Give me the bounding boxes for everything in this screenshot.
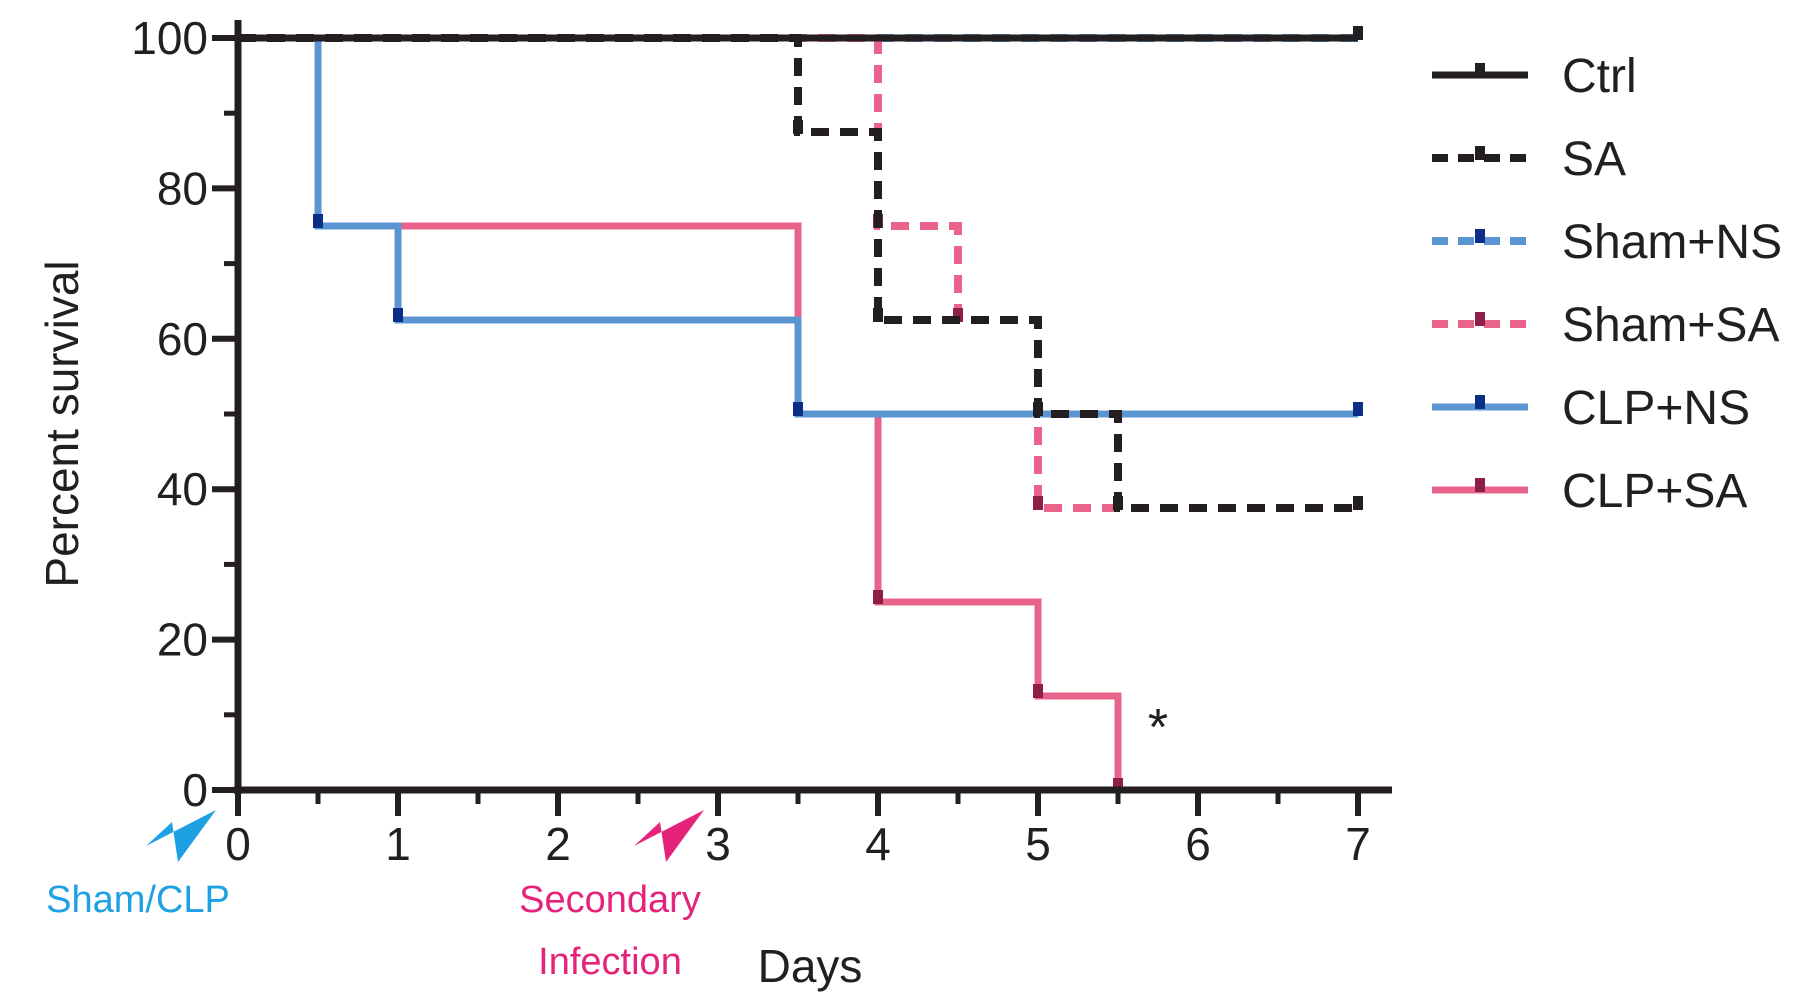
y-tick-label: 100	[131, 12, 208, 64]
series-tick-clp-plus-ns	[1353, 402, 1363, 416]
secondary-infection-label: Secondary Infection	[519, 879, 701, 983]
legend-tick-clp-plus-sa	[1475, 478, 1485, 492]
y-tick-label: 80	[157, 162, 208, 214]
series-tick-sa	[1113, 496, 1123, 510]
x-tick-label: 3	[705, 818, 731, 870]
series-tick-sa	[793, 120, 803, 134]
sham-clp-label: Sham/CLP	[46, 879, 230, 921]
series-line-sham-plus-sa	[238, 34, 1118, 512]
series-tick-clp-plus-ns	[313, 214, 323, 228]
annotations-layer: * Sham/CLP Secondary Infection	[46, 699, 1168, 983]
x-tick-label: 0	[225, 818, 251, 870]
legend-label-sa: SA	[1562, 133, 1626, 186]
y-tick-label: 60	[157, 313, 208, 365]
y-axis-title: Percent survival	[36, 260, 88, 587]
series-line-clp-plus-ns	[238, 34, 1358, 418]
legend-label-ctrl: Ctrl	[1562, 50, 1637, 103]
series-layer	[238, 26, 1363, 792]
series-tick-sham-plus-sa	[1033, 496, 1043, 510]
legend-label-sham-plus-ns: Sham+NS	[1562, 216, 1782, 269]
x-tick-label: 5	[1025, 818, 1051, 870]
legend-label-clp-plus-ns: CLP+NS	[1562, 382, 1750, 435]
y-tick-label: 20	[157, 614, 208, 666]
legend-label-clp-plus-sa: CLP+SA	[1562, 465, 1747, 518]
x-tick-label: 1	[385, 818, 411, 870]
legend-tick-ctrl	[1475, 63, 1485, 77]
legend-tick-sham-plus-ns	[1475, 229, 1485, 243]
series-tick-clp-plus-sa	[1113, 778, 1123, 792]
x-tick-label: 4	[865, 818, 891, 870]
series-tick-ctrl	[1353, 26, 1363, 40]
x-tick-label: 2	[545, 818, 571, 870]
legend-label-sham-plus-sa: Sham+SA	[1562, 299, 1779, 352]
legend-tick-sa	[1475, 146, 1485, 160]
significance-marker: *	[1148, 699, 1168, 757]
x-axis-title: Days	[758, 940, 863, 992]
sham-clp-arrow	[146, 810, 216, 862]
series-tick-clp-plus-sa	[873, 590, 883, 604]
x-tick-label: 7	[1345, 818, 1371, 870]
y-tick-label: 40	[157, 463, 208, 515]
axes-layer: 0 20 40 60 80 100 0 1 2 3 4 5 6 7	[131, 12, 1392, 870]
series-tick-sa	[1033, 402, 1043, 416]
series-tick-clp-plus-sa	[1033, 684, 1043, 698]
legend-tick-clp-plus-ns	[1475, 395, 1485, 409]
series-tick-sham-plus-sa	[953, 308, 963, 322]
x-tick-label: 6	[1185, 818, 1211, 870]
legend: Ctrl SA Sham+NS Sham+SA CLP+NS CLP+SA	[1432, 50, 1782, 518]
series-tick-clp-plus-ns	[393, 308, 403, 322]
y-tick-label: 0	[182, 764, 208, 816]
series-tick-sa	[1353, 496, 1363, 510]
series-tick-sa	[873, 308, 883, 322]
secondary-infection-arrow	[634, 810, 704, 862]
series-line-sa	[238, 34, 1358, 512]
legend-tick-sham-plus-sa	[1475, 312, 1485, 326]
series-tick-clp-plus-ns	[793, 402, 803, 416]
